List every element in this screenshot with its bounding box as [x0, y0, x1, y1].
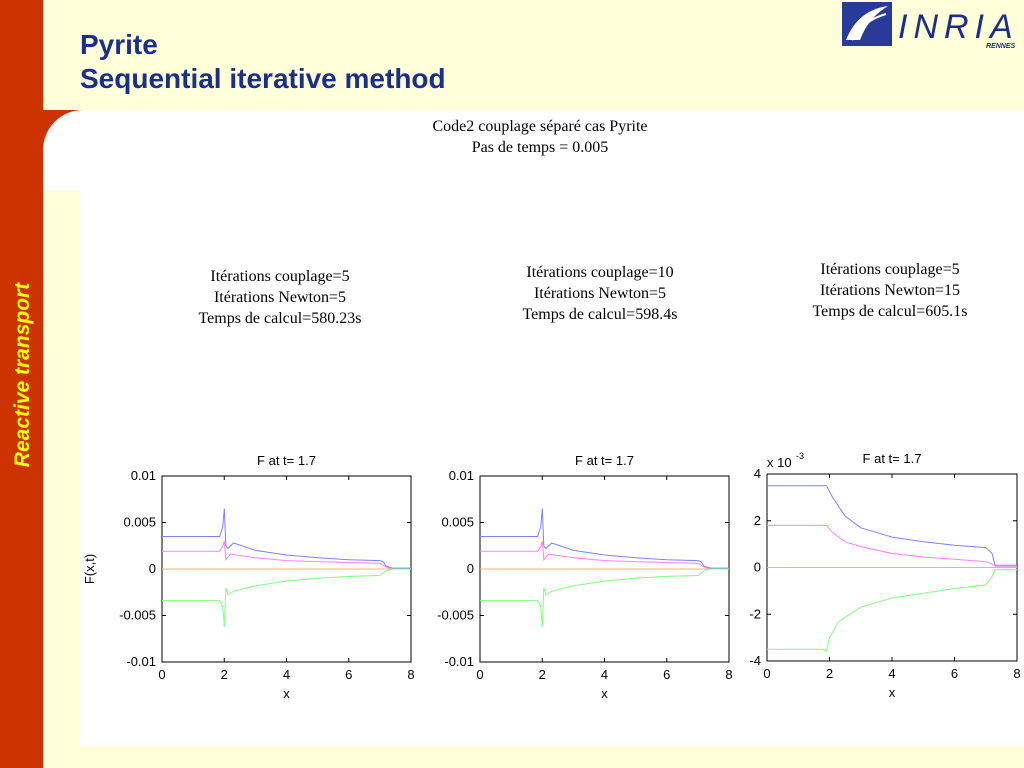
plot-1-series-line — [162, 508, 411, 569]
plot-1-xlabel: x — [283, 686, 290, 701]
figure-title-line-2: Pas de temps = 0.005 — [471, 139, 609, 156]
run-3-newton: Itérations Newton=15 — [819, 282, 961, 299]
plot-1-ytick-label: -0.005 — [119, 608, 156, 623]
plot-3-xlabel: x — [889, 685, 896, 700]
plot-3-series-line — [767, 569, 1017, 653]
plot-1-title: F at t= 1.7 — [257, 453, 316, 468]
plot-2-ytick-label: -0.01 — [444, 654, 474, 669]
plot-3-title: F at t= 1.7 — [863, 451, 922, 466]
plot-1-ytick-label: -0.01 — [126, 654, 156, 669]
plot-3-scale-exponent: -3 — [796, 451, 804, 461]
plot-1-ytick-label: 0 — [149, 561, 156, 576]
plot-2-ytick-label: 0.005 — [441, 515, 474, 530]
logo-text: INRIA — [898, 8, 1019, 46]
plot-2-xlabel: x — [601, 686, 608, 701]
plot-3-xtick-label: 0 — [763, 666, 770, 681]
inria-logo: INRIA RENNES — [838, 0, 1024, 50]
plot-2-series-line — [480, 568, 729, 627]
run-info-3: Itérations couplage=5 Itérations Newton=… — [760, 259, 1020, 322]
plot-1-ytick-label: 0.01 — [131, 468, 156, 483]
run-1-time: Temps de calcul=580.23s — [198, 310, 362, 327]
run-3-time: Temps de calcul=605.1s — [812, 303, 968, 320]
plot-3-xtick-label: 6 — [951, 666, 958, 681]
title-line-2: Sequential iterative method — [80, 63, 446, 94]
plot-1-xtick-label: 4 — [283, 667, 290, 682]
plot-1-ytick-label: 0.005 — [123, 515, 156, 530]
plot-1-series-line — [162, 568, 411, 627]
section-sidebar — [0, 0, 43, 768]
run-info-2: Itérations couplage=10 Itérations Newton… — [470, 262, 730, 325]
plot-1-xtick-label: 8 — [407, 667, 414, 682]
plot-2-xtick-label: 6 — [663, 667, 670, 682]
plot-2-ytick-label: 0.01 — [449, 468, 474, 483]
plot-3-xtick-label: 4 — [888, 666, 895, 681]
plot-3-ytick-label: -4 — [749, 653, 761, 668]
run-2-coupling: Itérations couplage=10 — [526, 264, 674, 281]
plot-1-series-line — [162, 540, 411, 570]
plot-2-xtick-label: 2 — [539, 667, 546, 682]
plot-2-xtick-label: 8 — [725, 667, 732, 682]
plot-2-xtick-label: 4 — [601, 667, 608, 682]
plot-3-ytick-label: 0 — [754, 560, 761, 575]
figure-title-line-1: Code2 couplage séparé cas Pyrite — [432, 118, 648, 135]
plot-2-ytick-label: -0.005 — [437, 608, 474, 623]
run-1-coupling: Itérations couplage=5 — [210, 268, 350, 285]
run-3-coupling: Itérations couplage=5 — [820, 261, 960, 278]
run-2-time: Temps de calcul=598.4s — [522, 306, 678, 323]
page-title: Pyrite Sequential iterative method — [80, 28, 446, 96]
logo-subtext: RENNES — [986, 43, 1016, 50]
plot-3-xtick-label: 2 — [826, 666, 833, 681]
plot-2-title: F at t= 1.7 — [575, 453, 634, 468]
plot-3-series-line — [767, 524, 1017, 567]
plot-3-xtick-label: 8 — [1013, 666, 1020, 681]
plot-2-xtick-label: 0 — [476, 667, 483, 682]
plot-1-ylabel: F(x,t) — [82, 554, 97, 584]
plot-3-scale-label: x 10 — [767, 455, 792, 470]
plot-3-ytick-label: -2 — [749, 606, 761, 621]
plot-2-series-line — [480, 540, 729, 570]
figure-title: Code2 couplage séparé cas Pyrite Pas de … — [340, 116, 740, 158]
plot-3-ytick-label: 4 — [754, 466, 761, 481]
plot-2-ytick-label: 0 — [467, 561, 474, 576]
plot-1-xtick-label: 2 — [221, 667, 228, 682]
plot-1-xtick-label: 6 — [345, 667, 352, 682]
run-1-newton: Itérations Newton=5 — [213, 289, 347, 306]
run-2-newton: Itérations Newton=5 — [533, 285, 667, 302]
plot-3-ytick-label: 2 — [754, 513, 761, 528]
plot-1-xtick-label: 0 — [158, 667, 165, 682]
plot-2-series-line — [480, 508, 729, 569]
title-line-1: Pyrite — [80, 29, 158, 60]
plot-3-series-line — [767, 485, 1017, 566]
panel-corner — [43, 110, 123, 190]
run-info-1: Itérations couplage=5 Itérations Newton=… — [150, 266, 410, 329]
